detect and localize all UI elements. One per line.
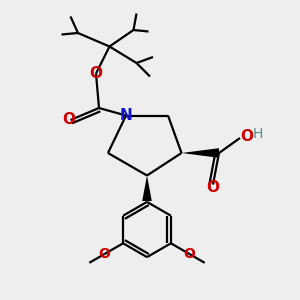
Text: H: H (253, 128, 263, 141)
Text: O: O (241, 129, 254, 144)
Text: O: O (89, 66, 103, 81)
Text: N: N (120, 108, 132, 123)
Text: O: O (184, 247, 196, 261)
Text: O: O (206, 180, 220, 195)
Text: O: O (98, 247, 110, 261)
Polygon shape (182, 148, 219, 158)
Polygon shape (142, 176, 152, 201)
Text: O: O (62, 112, 76, 128)
